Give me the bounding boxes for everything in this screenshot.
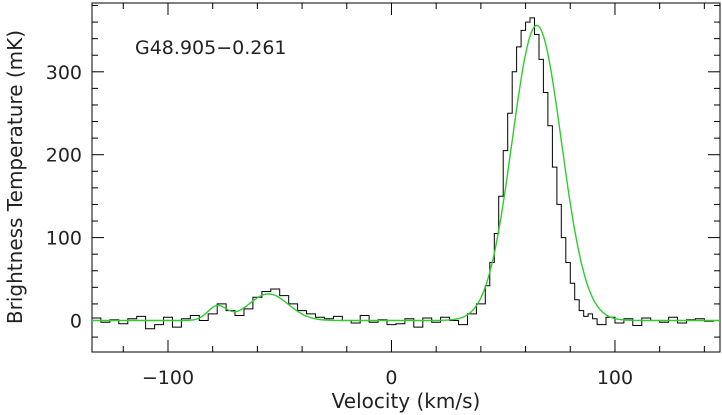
x-tick-label: 100 — [597, 367, 633, 389]
y-tick-label: 0 — [70, 310, 82, 332]
x-axis-label: Velocity (km/s) — [332, 389, 481, 413]
plot-area-border — [91, 2, 721, 353]
y-tick-label: 100 — [46, 228, 82, 250]
y-axis-label: Brightness Temperature (mK) — [3, 30, 27, 324]
gaussian-fit-line — [92, 24, 720, 322]
x-tick-label: −100 — [142, 367, 194, 389]
x-tick-label: 0 — [385, 367, 397, 389]
tick-labels: −100 0 100 0 100 200 300 — [46, 62, 633, 389]
y-tick-label: 300 — [46, 62, 82, 84]
spectrum-histogram-line — [92, 17, 720, 330]
y-tick-label: 200 — [46, 145, 82, 167]
plot-frame — [91, 2, 721, 353]
source-name-label: G48.905−0.261 — [135, 37, 287, 59]
axis-ticks — [92, 3, 720, 352]
